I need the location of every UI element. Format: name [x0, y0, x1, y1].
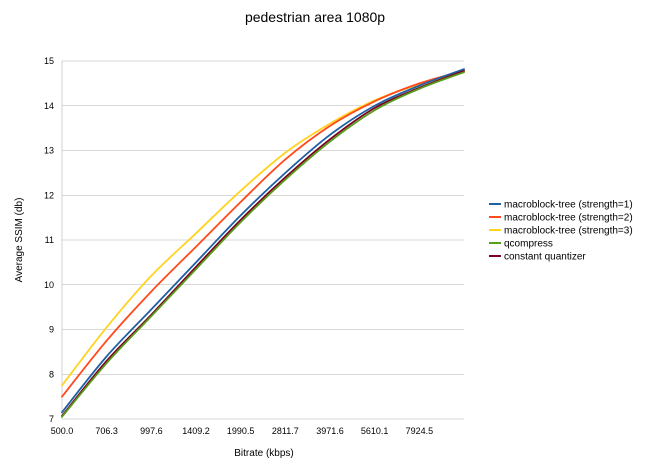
x-tick-label: 1409.2 [182, 426, 210, 436]
x-tick-label: 7924.5 [406, 426, 434, 436]
legend-label: macroblock-tree (strength=2) [504, 213, 633, 224]
y-tick-label: 15 [44, 56, 54, 66]
series-line-4 [61, 71, 465, 418]
x-tick-label: 997.6 [140, 426, 163, 436]
legend-label: constant quantizer [504, 252, 586, 263]
y-axis-ticks: 7 8 9 10 11 12 13 14 15 [44, 56, 54, 424]
y-tick-label: 8 [49, 369, 54, 379]
y-tick-label: 14 [44, 101, 54, 111]
legend-label: macroblock-tree (strength=1) [504, 200, 633, 211]
x-tick-label: 2811.7 [272, 426, 299, 436]
y-tick-label: 12 [44, 190, 54, 200]
legend-label: macroblock-tree (strength=3) [504, 226, 633, 237]
x-axis-label: Bitrate (kbps) [234, 448, 293, 459]
legend-label: qcompress [504, 239, 553, 250]
x-tick-label: 500.0 [51, 426, 74, 436]
y-tick-label: 9 [49, 325, 54, 335]
grid-lines [61, 60, 464, 420]
series-line-2 [61, 69, 465, 398]
series-line-5 [61, 69, 465, 417]
y-axis-label: Average SSIM (db) [14, 198, 25, 283]
y-tick-label: 11 [45, 235, 54, 245]
x-axis-ticks: 500.0 706.3 997.6 1409.2 1990.5 2811.7 3971.6 5… [51, 426, 433, 436]
x-tick-label: 5610.1 [361, 426, 389, 436]
chart-title: pedestrian area 1080p [245, 9, 385, 25]
legend: macroblock-tree (strength=1) macroblock-t… [489, 200, 633, 263]
series-line-1 [61, 68, 465, 414]
y-tick-label: 13 [44, 146, 54, 156]
x-tick-label: 3971.6 [316, 426, 344, 436]
y-tick-label: 7 [49, 414, 54, 424]
x-tick-label: 706.3 [95, 426, 118, 436]
series-lines [61, 68, 465, 418]
x-tick-label: 1990.5 [227, 426, 255, 436]
y-tick-label: 10 [44, 280, 54, 290]
